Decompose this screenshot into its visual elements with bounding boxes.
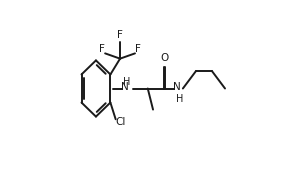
Text: H: H (176, 94, 183, 104)
Text: N: N (121, 82, 129, 92)
Text: F: F (135, 44, 141, 54)
Text: F: F (117, 30, 123, 40)
Text: Cl: Cl (115, 117, 126, 127)
Text: O: O (160, 53, 168, 63)
Text: F: F (99, 44, 105, 54)
Text: N: N (173, 82, 181, 92)
Text: H: H (123, 77, 130, 87)
